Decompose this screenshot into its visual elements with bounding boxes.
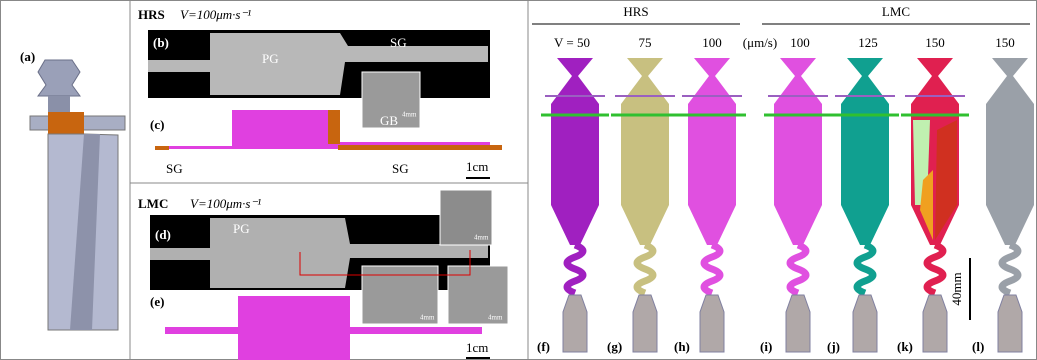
starter-block [923,295,947,352]
region-label: SG [390,35,407,50]
panel-label: (h) [674,339,690,354]
region-label: SG [166,161,183,176]
starter-block [633,295,657,352]
panel-label: (d) [155,227,171,242]
scale-label: 4mm [474,234,489,242]
scale-label: 4mm [402,111,417,119]
scale-label: 4mm [488,314,503,322]
speed-label: 150 [925,35,945,50]
scale-label: 1cm [466,340,488,355]
region-label: PG [262,51,279,66]
scale-label: 4mm [420,314,435,322]
group-title: LMC [138,196,168,211]
panel-label: (i) [760,339,772,354]
group-title: HRS [138,7,165,22]
panel-label: (a) [20,49,35,64]
speed-label: 75 [639,35,652,50]
speed-label: 100 [702,35,722,50]
group-title: HRS [623,4,648,19]
panel-label: (g) [607,339,622,354]
starter-block [700,295,724,352]
panel-label: (j) [827,339,840,354]
speed-label: V=100μm·s⁻¹ [180,7,251,22]
panel-label: (e) [150,294,164,309]
speed-label: V=100μm·s⁻¹ [190,196,261,211]
scale-label: 40mm [949,272,964,305]
speed-label: 125 [858,35,878,50]
figure: (a) HRS V=100μm·s⁻¹ (b) PG SG GB 4mm (c)… [0,0,1037,360]
region-label: SG [392,161,409,176]
speed-label: 100 [790,35,810,50]
speed-label: 150 [995,35,1015,50]
starter-block [998,295,1022,352]
panel-label: (b) [153,35,169,50]
panel-label: (l) [972,339,984,354]
speed-label: V = 50 [554,35,590,50]
group-title: LMC [882,4,910,19]
region-label: GB [380,113,398,128]
starter-block [853,295,877,352]
speed-label: (μm/s) [743,35,777,50]
panel-label: (c) [150,117,164,132]
scale-label: 1cm [466,159,488,174]
panel-label: (f) [537,339,550,354]
starter-block [563,295,587,352]
region-label: PG [233,221,250,236]
starter-block [786,295,810,352]
panel-label: (k) [897,339,913,354]
